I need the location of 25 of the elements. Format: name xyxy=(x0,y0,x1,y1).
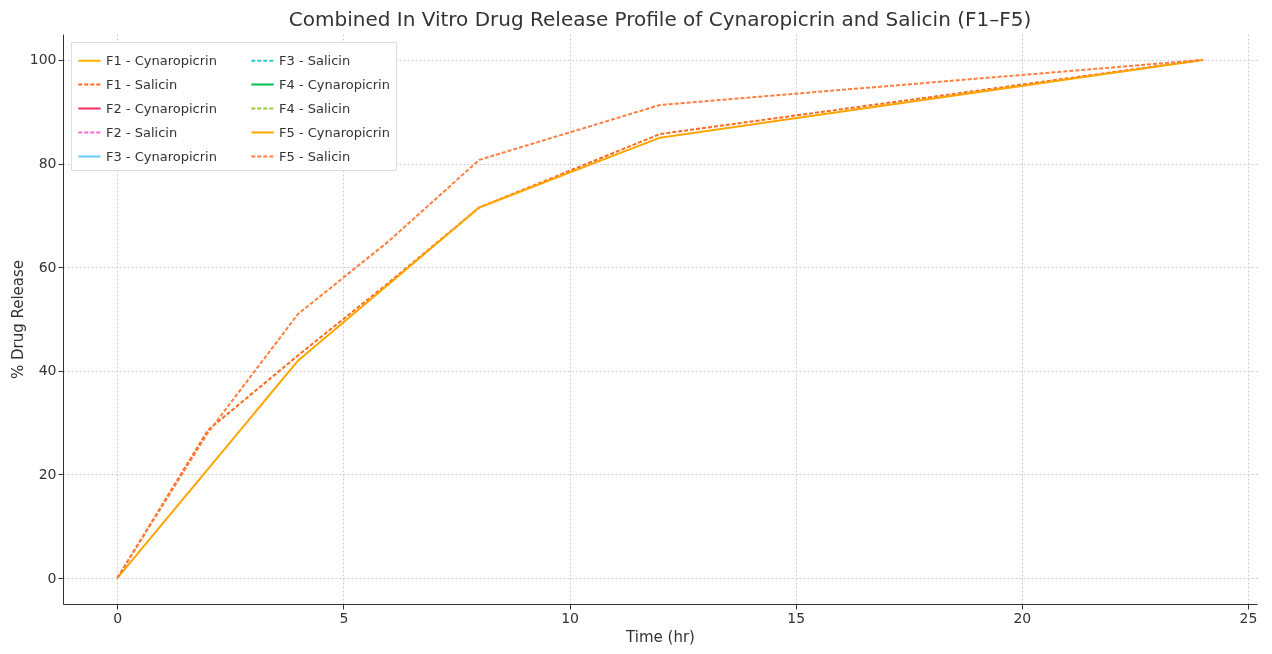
y-tick-label: 100 xyxy=(29,51,57,68)
legend-label: F5 - Salicin xyxy=(279,148,351,164)
chart-title: Combined In Vitro Drug Release Profile of Cynaropicrin and Salicin (F1–F5) xyxy=(288,7,1032,31)
legend-label: F4 - Cynaropicrin xyxy=(279,76,390,92)
x-tick-label: 10 xyxy=(561,609,579,626)
x-tick-label: 15 xyxy=(787,609,806,626)
x-tick-label: 25 xyxy=(1239,609,1258,626)
legend-label: F3 - Salicin xyxy=(279,52,351,68)
y-tick-label: 80 xyxy=(38,155,57,172)
y-axis-title: % Drug Release xyxy=(8,259,27,380)
legend-label: F1 - Cynaropicrin xyxy=(106,52,217,68)
y-tick-label: 20 xyxy=(38,465,57,482)
y-tick-label: 0 xyxy=(47,569,57,586)
x-tick-label: 5 xyxy=(339,609,349,626)
x-axis-title: Time (hr) xyxy=(625,627,695,646)
y-tick-label: 60 xyxy=(38,258,57,275)
legend-label: F2 - Salicin xyxy=(106,124,178,140)
legend-label: F5 - Cynaropicrin xyxy=(279,124,390,140)
y-tick-label: 40 xyxy=(38,362,57,379)
legend-label: F1 - Salicin xyxy=(106,76,178,92)
x-tick-label: 0 xyxy=(113,609,123,626)
x-tick-label: 20 xyxy=(1013,609,1032,626)
legend-label: F2 - Cynaropicrin xyxy=(106,100,217,116)
legend-label: F3 - Cynaropicrin xyxy=(106,148,217,164)
legend-label: F4 - Salicin xyxy=(279,100,351,116)
